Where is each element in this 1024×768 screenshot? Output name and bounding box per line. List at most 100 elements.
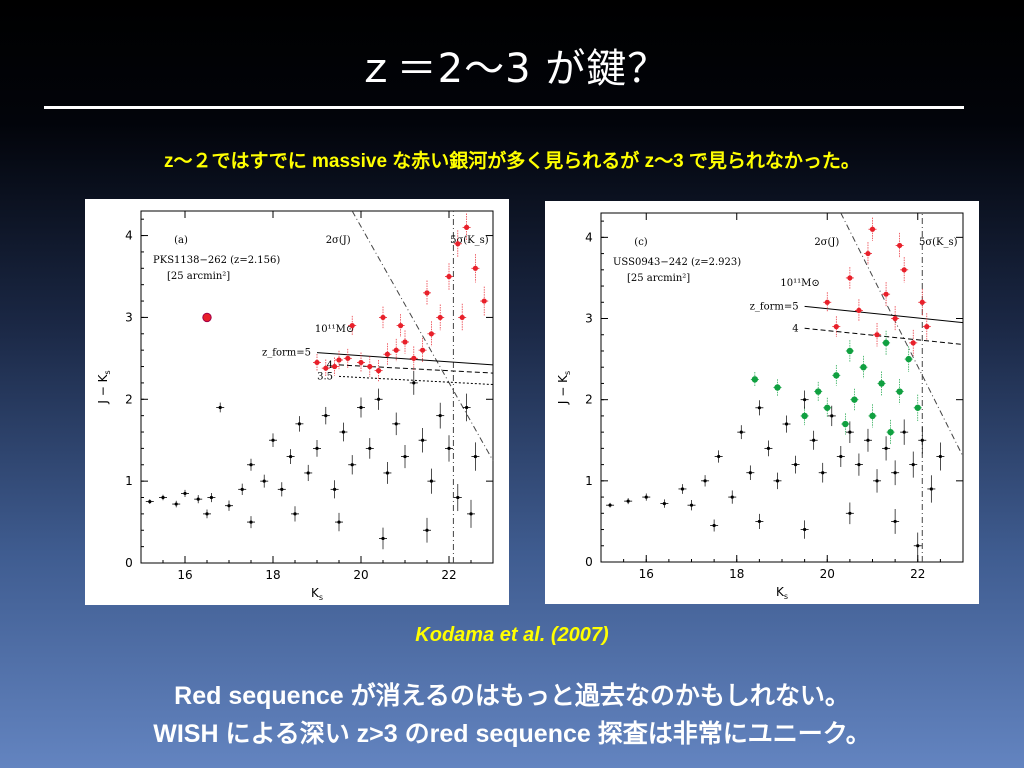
data-point xyxy=(712,523,716,528)
data-point xyxy=(381,536,385,541)
data-point xyxy=(314,359,320,366)
data-point xyxy=(262,479,266,483)
data-point xyxy=(846,347,854,355)
data-point xyxy=(821,471,825,475)
x-tick-label: 22 xyxy=(441,568,456,582)
data-point xyxy=(608,503,612,507)
scatter-chart: 16 18 20 22 0 1 2 3 4 Ks J − Ks (c) USS0943−242 (z=2… xyxy=(556,212,964,601)
data-point xyxy=(757,406,761,410)
data-point xyxy=(717,454,721,459)
data-point xyxy=(842,420,849,428)
data-point xyxy=(481,298,487,304)
data-point xyxy=(856,307,862,313)
data-point xyxy=(402,339,408,345)
data-point xyxy=(428,331,434,337)
data-point xyxy=(306,471,310,475)
y-tick-label: 3 xyxy=(585,312,593,326)
panel-label: (c) xyxy=(634,237,648,248)
data-point xyxy=(748,471,752,475)
data-point xyxy=(920,438,924,442)
data-point xyxy=(336,357,342,363)
citation: Kodama et al. (2007) xyxy=(415,624,609,646)
data-point xyxy=(902,430,906,434)
x-tick-label: 22 xyxy=(910,567,925,581)
data-point xyxy=(878,380,885,387)
x-tick-label: 18 xyxy=(729,567,744,581)
model-line xyxy=(804,327,964,345)
data-point xyxy=(882,339,890,347)
y-tick-label: 0 xyxy=(585,555,593,569)
data-point xyxy=(803,398,807,402)
data-point xyxy=(774,384,781,391)
data-point xyxy=(394,422,398,426)
chart-panel-c: 16 18 20 22 0 1 2 3 4 Ks J − Ks (c) USS0943−242 (z=2… xyxy=(545,201,979,604)
y-tick-label: 2 xyxy=(585,393,593,407)
data-point xyxy=(359,405,363,410)
data-point xyxy=(438,414,442,418)
data-point xyxy=(730,495,734,499)
data-point xyxy=(793,463,798,467)
data-point xyxy=(905,355,912,363)
data-point xyxy=(324,414,328,418)
data-point xyxy=(447,446,451,450)
data-point xyxy=(424,290,430,296)
data-point xyxy=(869,226,876,232)
data-point xyxy=(196,497,200,501)
limit-label-5sigma-ks: 5σ(K_s) xyxy=(919,237,958,248)
model-line xyxy=(804,305,964,324)
x-axis-label-sub: s xyxy=(319,593,323,602)
data-point xyxy=(815,388,822,395)
data-point xyxy=(420,347,426,353)
data-point xyxy=(384,351,390,357)
data-point xyxy=(883,291,889,297)
limit-label-2sigma-j: 2σ(J) xyxy=(326,235,351,246)
data-point xyxy=(803,527,807,532)
data-point xyxy=(403,454,407,459)
data-point xyxy=(896,388,903,395)
mass-label: 10¹¹M⊙ xyxy=(780,278,819,289)
data-point xyxy=(289,454,293,459)
limit-label-2sigma-j: 2σ(J) xyxy=(814,237,839,248)
data-point xyxy=(824,404,831,411)
data-point xyxy=(183,491,187,496)
data-point xyxy=(429,479,433,483)
data-point xyxy=(469,512,473,516)
model-line xyxy=(338,364,494,374)
data-point xyxy=(910,340,916,346)
data-point xyxy=(240,487,244,491)
data-point xyxy=(801,412,808,420)
model-line-label: 3.5 xyxy=(317,371,333,382)
x-axis-label-sub: s xyxy=(784,592,788,601)
data-point xyxy=(812,438,816,442)
data-point xyxy=(751,376,759,383)
title-divider xyxy=(44,106,964,109)
data-point xyxy=(644,495,648,499)
data-point xyxy=(916,544,920,548)
model-line-label: 4 xyxy=(327,360,333,371)
data-point xyxy=(249,463,253,467)
data-point xyxy=(784,422,789,426)
data-point xyxy=(393,347,399,353)
data-point xyxy=(271,438,275,442)
data-point xyxy=(174,502,178,506)
data-point xyxy=(929,487,933,491)
data-point xyxy=(368,446,372,450)
data-point xyxy=(297,422,301,426)
data-point xyxy=(425,528,429,532)
y-axis-label: J − Ks xyxy=(556,371,572,405)
data-point xyxy=(455,241,461,247)
data-point xyxy=(227,504,231,508)
data-point xyxy=(824,299,830,305)
slide-title: ｚ＝2～3 が鍵？ xyxy=(355,46,669,92)
x-tick-label: 16 xyxy=(639,567,654,581)
data-point xyxy=(938,454,942,459)
data-point xyxy=(848,430,852,434)
y-tick-label: 0 xyxy=(125,556,133,570)
data-point xyxy=(377,397,381,401)
data-point xyxy=(869,412,876,420)
slide-subtitle: z～２ではすでに massive な赤い銀河が多く見られるが z～3 で見られな… xyxy=(164,151,860,172)
data-point xyxy=(887,428,894,436)
data-point xyxy=(857,463,861,467)
limit-line xyxy=(351,210,494,461)
data-point xyxy=(345,355,351,361)
